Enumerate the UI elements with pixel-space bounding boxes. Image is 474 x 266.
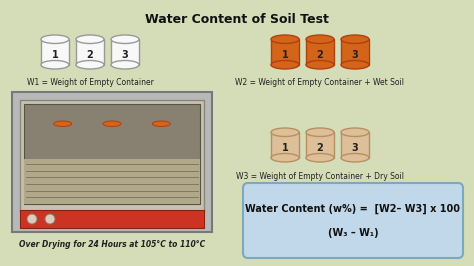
Ellipse shape <box>341 128 369 136</box>
Text: 3: 3 <box>352 49 358 60</box>
Text: 2: 2 <box>317 143 323 152</box>
Ellipse shape <box>271 128 299 136</box>
Ellipse shape <box>27 214 37 224</box>
Ellipse shape <box>54 138 72 143</box>
Text: (W₃ – W₁): (W₃ – W₁) <box>328 228 378 239</box>
Bar <box>341 39 369 65</box>
FancyBboxPatch shape <box>243 183 463 258</box>
Ellipse shape <box>152 121 170 127</box>
Text: 3: 3 <box>352 143 358 152</box>
Bar <box>103 124 121 140</box>
Ellipse shape <box>306 35 334 44</box>
Ellipse shape <box>271 60 299 69</box>
Ellipse shape <box>341 153 369 162</box>
Bar <box>271 132 299 158</box>
Ellipse shape <box>341 60 369 69</box>
Ellipse shape <box>41 35 69 44</box>
Ellipse shape <box>306 60 334 69</box>
Ellipse shape <box>54 121 72 127</box>
FancyBboxPatch shape <box>20 100 204 212</box>
Text: Water Content (w%) =  [W2– W3] x 100: Water Content (w%) = [W2– W3] x 100 <box>246 204 461 214</box>
Bar <box>306 132 334 158</box>
Ellipse shape <box>341 35 369 44</box>
Bar <box>111 39 139 65</box>
Text: W2 = Weight of Empty Container + Wet Soil: W2 = Weight of Empty Container + Wet Soi… <box>236 78 404 87</box>
Ellipse shape <box>152 138 170 143</box>
FancyBboxPatch shape <box>12 92 212 232</box>
Text: Over Drying for 24 Hours at 105°C to 110°C: Over Drying for 24 Hours at 105°C to 110… <box>19 240 205 249</box>
Text: 2: 2 <box>317 49 323 60</box>
Ellipse shape <box>271 153 299 162</box>
Text: 3: 3 <box>122 49 128 60</box>
Text: 1: 1 <box>52 49 58 60</box>
Text: W3 = Weight of Empty Container + Dry Soil: W3 = Weight of Empty Container + Dry Soi… <box>236 172 404 181</box>
Text: 2: 2 <box>87 49 93 60</box>
Bar <box>76 39 104 65</box>
Ellipse shape <box>41 60 69 69</box>
Bar <box>271 39 299 65</box>
Text: Water Content of Soil Test: Water Content of Soil Test <box>145 13 329 26</box>
Ellipse shape <box>111 60 139 69</box>
Text: W1 = Weight of Empty Container: W1 = Weight of Empty Container <box>27 78 154 87</box>
Ellipse shape <box>306 128 334 136</box>
Ellipse shape <box>306 153 334 162</box>
Ellipse shape <box>103 121 121 127</box>
Ellipse shape <box>111 35 139 44</box>
FancyBboxPatch shape <box>24 159 200 204</box>
Bar <box>306 39 334 65</box>
FancyBboxPatch shape <box>24 104 200 204</box>
Ellipse shape <box>103 138 121 143</box>
FancyBboxPatch shape <box>20 210 204 228</box>
Ellipse shape <box>45 214 55 224</box>
Bar <box>41 39 69 65</box>
Bar <box>54 124 72 140</box>
Bar <box>152 124 170 140</box>
Text: 1: 1 <box>282 49 288 60</box>
Bar <box>341 132 369 158</box>
Text: 1: 1 <box>282 143 288 152</box>
Ellipse shape <box>271 35 299 44</box>
Ellipse shape <box>76 60 104 69</box>
Ellipse shape <box>76 35 104 44</box>
